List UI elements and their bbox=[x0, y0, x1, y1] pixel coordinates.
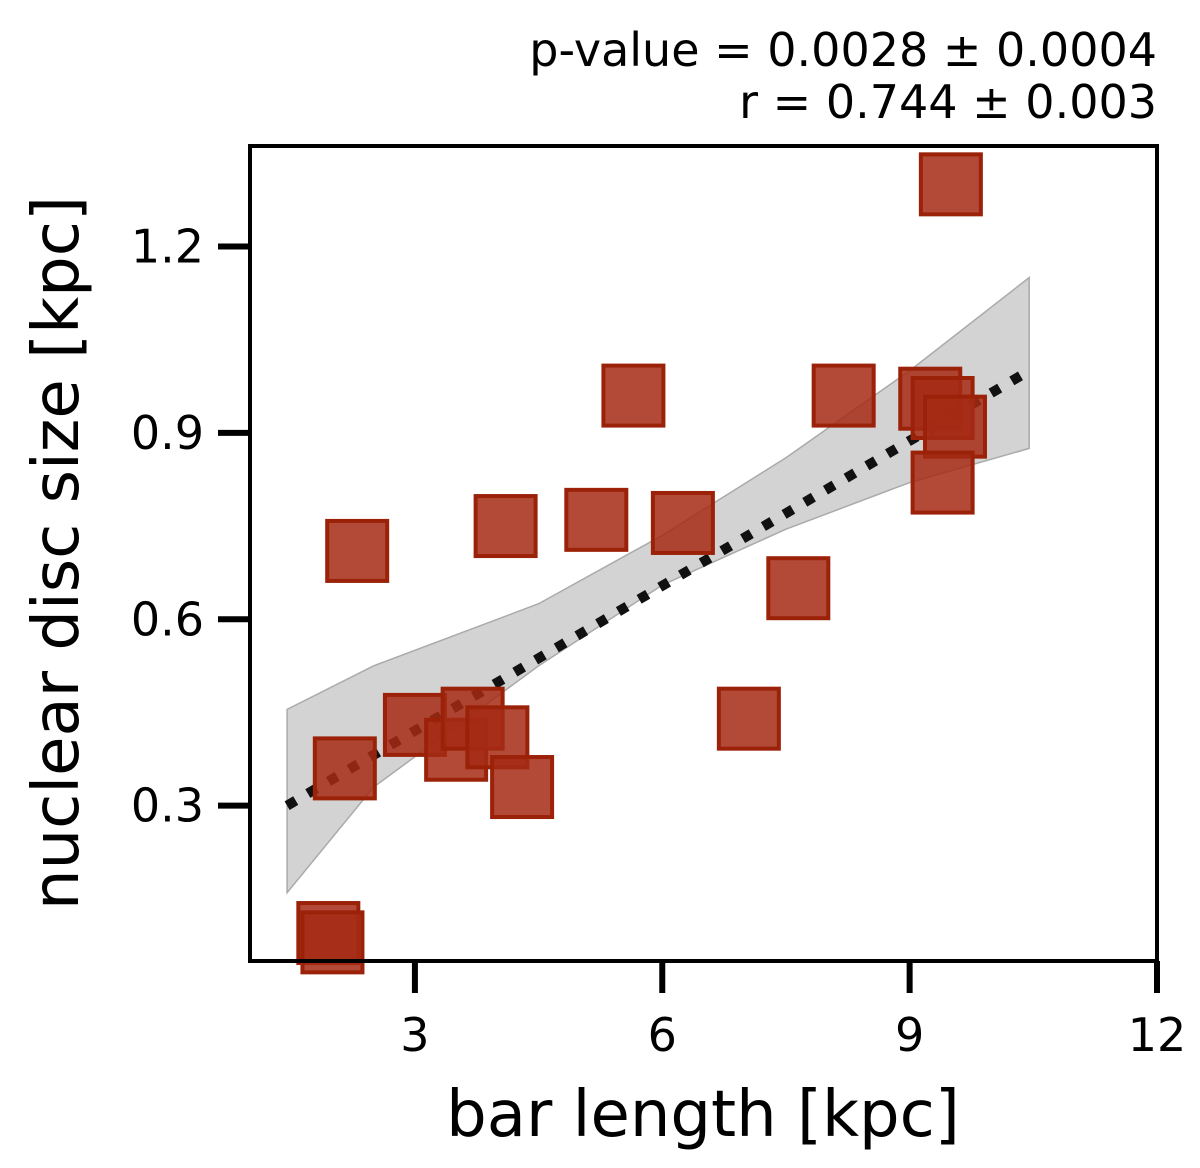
y-tick-label: 0.9 bbox=[131, 406, 204, 460]
y-axis-label: nuclear disc size [kpc] bbox=[20, 196, 94, 910]
data-point bbox=[910, 450, 975, 515]
y-tick-label: 0.6 bbox=[131, 592, 204, 646]
data-point bbox=[564, 487, 629, 552]
plot-frame bbox=[248, 144, 1159, 963]
data-point bbox=[716, 686, 781, 751]
x-axis-label: bar length [kpc] bbox=[446, 1078, 960, 1152]
data-point bbox=[312, 736, 377, 801]
data-point bbox=[473, 494, 538, 559]
y-ticks-layer: 0.3 0.6 0.9 1.2 bbox=[131, 219, 250, 833]
x-ticks-layer: 3 6 9 12 bbox=[400, 961, 1186, 1062]
data-point bbox=[766, 556, 831, 621]
x-tick-label: 9 bbox=[895, 1008, 924, 1062]
data-point bbox=[300, 910, 365, 975]
data-point bbox=[811, 363, 876, 428]
data-point bbox=[918, 152, 983, 217]
x-tick-label: 3 bbox=[400, 1008, 429, 1062]
data-point bbox=[490, 755, 555, 820]
annotation-r: r = 0.744 ± 0.003 bbox=[739, 75, 1157, 129]
data-point bbox=[325, 518, 390, 583]
x-tick-label: 6 bbox=[648, 1008, 677, 1062]
annotation-pvalue: p-value = 0.0028 ± 0.0004 bbox=[529, 23, 1157, 77]
data-point bbox=[601, 363, 666, 428]
y-tick-label: 1.2 bbox=[131, 219, 204, 273]
data-point bbox=[922, 394, 987, 459]
y-tick-label: 0.3 bbox=[131, 779, 204, 833]
points-layer bbox=[296, 152, 987, 975]
x-tick-label: 12 bbox=[1128, 1008, 1187, 1062]
data-point bbox=[650, 490, 715, 555]
